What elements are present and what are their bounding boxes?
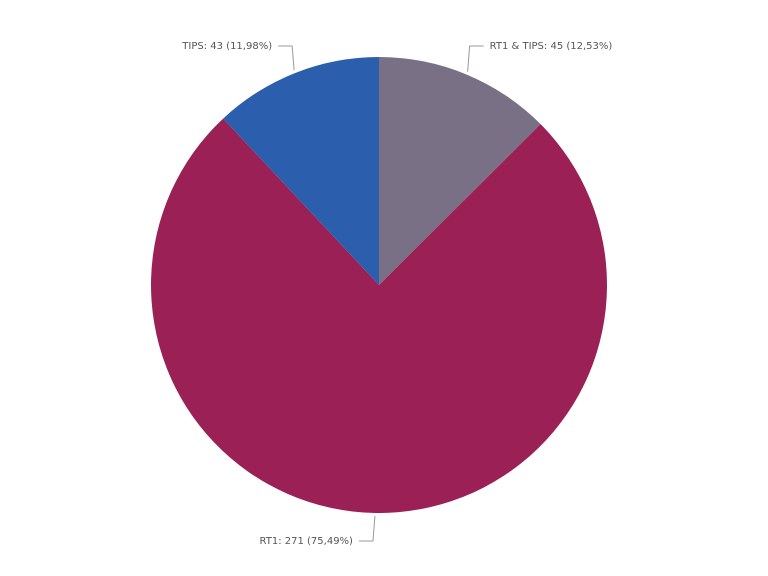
pie-slice: [379, 57, 541, 285]
data-label: RT1: 271 (75,49%): [260, 536, 354, 547]
leader-line: [358, 515, 376, 542]
data-label: TIPS: 43 (11,98%): [181, 41, 272, 52]
data-label: RT1 & TIPS: 45 (12,53%): [490, 41, 613, 52]
pie-slice: [223, 57, 379, 285]
pie-slice: [151, 118, 607, 513]
leader-line: [467, 45, 484, 72]
leader-line: [278, 45, 295, 71]
